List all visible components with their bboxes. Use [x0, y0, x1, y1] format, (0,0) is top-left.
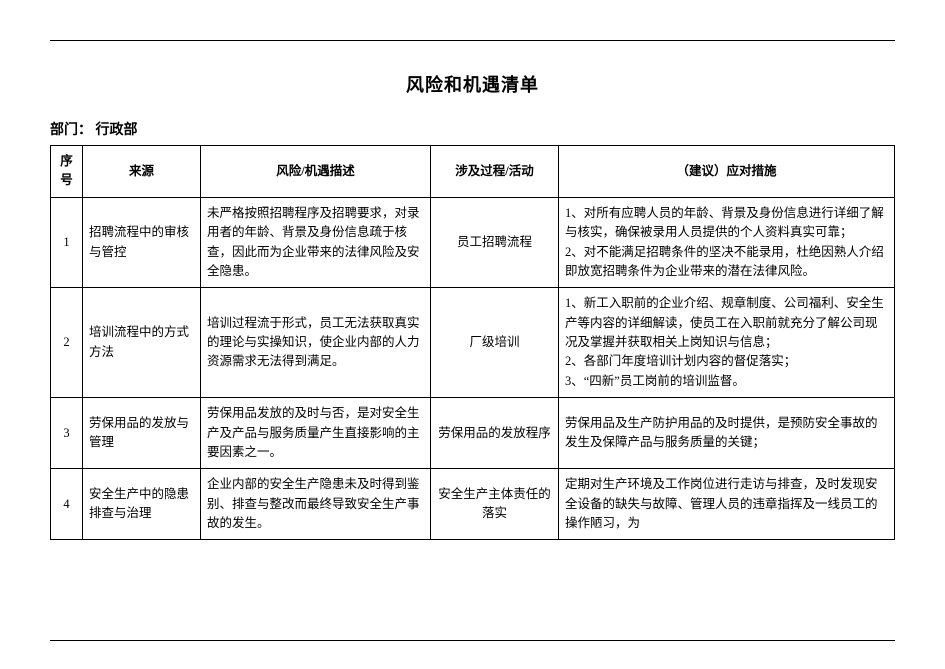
cell-source: 安全生产中的隐患排查与治理 — [83, 469, 201, 540]
cell-source: 培训流程中的方式方法 — [83, 288, 201, 398]
cell-index: 4 — [51, 469, 83, 540]
cell-index: 3 — [51, 398, 83, 469]
cell-desc: 企业内部的安全生产隐患未及时得到鉴别、排查与整改而最终导致安全生产事故的发生。 — [201, 469, 431, 540]
cell-process: 员工招聘流程 — [431, 197, 559, 288]
document-title: 风险和机遇清单 — [50, 71, 895, 97]
cell-measure: 1、对所有应聘人员的年龄、背景及身份信息进行详细了解与核实，确保被录用人员提供的… — [559, 197, 895, 288]
col-header-desc: 风险/机遇描述 — [201, 146, 431, 198]
cell-process: 劳保用品的发放程序 — [431, 398, 559, 469]
table-row: 1 招聘流程中的审核与管控 未严格按照招聘程序及招聘要求，对录用者的年龄、背景及… — [51, 197, 895, 288]
top-horizontal-rule — [50, 40, 895, 41]
department-line: 部门： 行政部 — [50, 119, 895, 139]
table-header-row: 序号 来源 风险/机遇描述 涉及过程/活动 （建议）应对措施 — [51, 146, 895, 198]
cell-process: 安全生产主体责任的落实 — [431, 469, 559, 540]
col-header-source: 来源 — [83, 146, 201, 198]
cell-desc: 未严格按照招聘程序及招聘要求，对录用者的年龄、背景及身份信息疏于核查，因此而为企… — [201, 197, 431, 288]
cell-index: 2 — [51, 288, 83, 398]
dept-label: 部门： — [50, 123, 92, 138]
col-header-index: 序号 — [51, 146, 83, 198]
cell-source: 劳保用品的发放与管理 — [83, 398, 201, 469]
cell-desc: 劳保用品发放的及时与否，是对安全生产及产品与服务质量产生直接影响的主要因素之一。 — [201, 398, 431, 469]
cell-measure: 1、新工入职前的企业介绍、规章制度、公司福利、安全生产等内容的详细解读，使员工在… — [559, 288, 895, 398]
table-row: 2 培训流程中的方式方法 培训过程流于形式，员工无法获取真实的理论与实操知识，使… — [51, 288, 895, 398]
col-header-process: 涉及过程/活动 — [431, 146, 559, 198]
cell-source: 招聘流程中的审核与管控 — [83, 197, 201, 288]
col-header-measure: （建议）应对措施 — [559, 146, 895, 198]
cell-process: 厂级培训 — [431, 288, 559, 398]
document-page: 风险和机遇清单 部门： 行政部 序号 来源 风险/机遇描述 涉及过程/活动 （建… — [0, 0, 945, 540]
cell-index: 1 — [51, 197, 83, 288]
table-row: 3 劳保用品的发放与管理 劳保用品发放的及时与否，是对安全生产及产品与服务质量产… — [51, 398, 895, 469]
table-row: 4 安全生产中的隐患排查与治理 企业内部的安全生产隐患未及时得到鉴别、排查与整改… — [51, 469, 895, 540]
cell-measure: 劳保用品及生产防护用品的及时提供，是预防安全事故的发生及保障产品与服务质量的关键… — [559, 398, 895, 469]
dept-value: 行政部 — [96, 123, 138, 138]
bottom-horizontal-rule — [50, 640, 895, 641]
cell-desc: 培训过程流于形式，员工无法获取真实的理论与实操知识，使企业内部的人力资源需求无法… — [201, 288, 431, 398]
cell-measure: 定期对生产环境及工作岗位进行走访与排查，及时发现安全设备的缺失与故障、管理人员的… — [559, 469, 895, 540]
risk-table: 序号 来源 风险/机遇描述 涉及过程/活动 （建议）应对措施 1 招聘流程中的审… — [50, 145, 895, 540]
